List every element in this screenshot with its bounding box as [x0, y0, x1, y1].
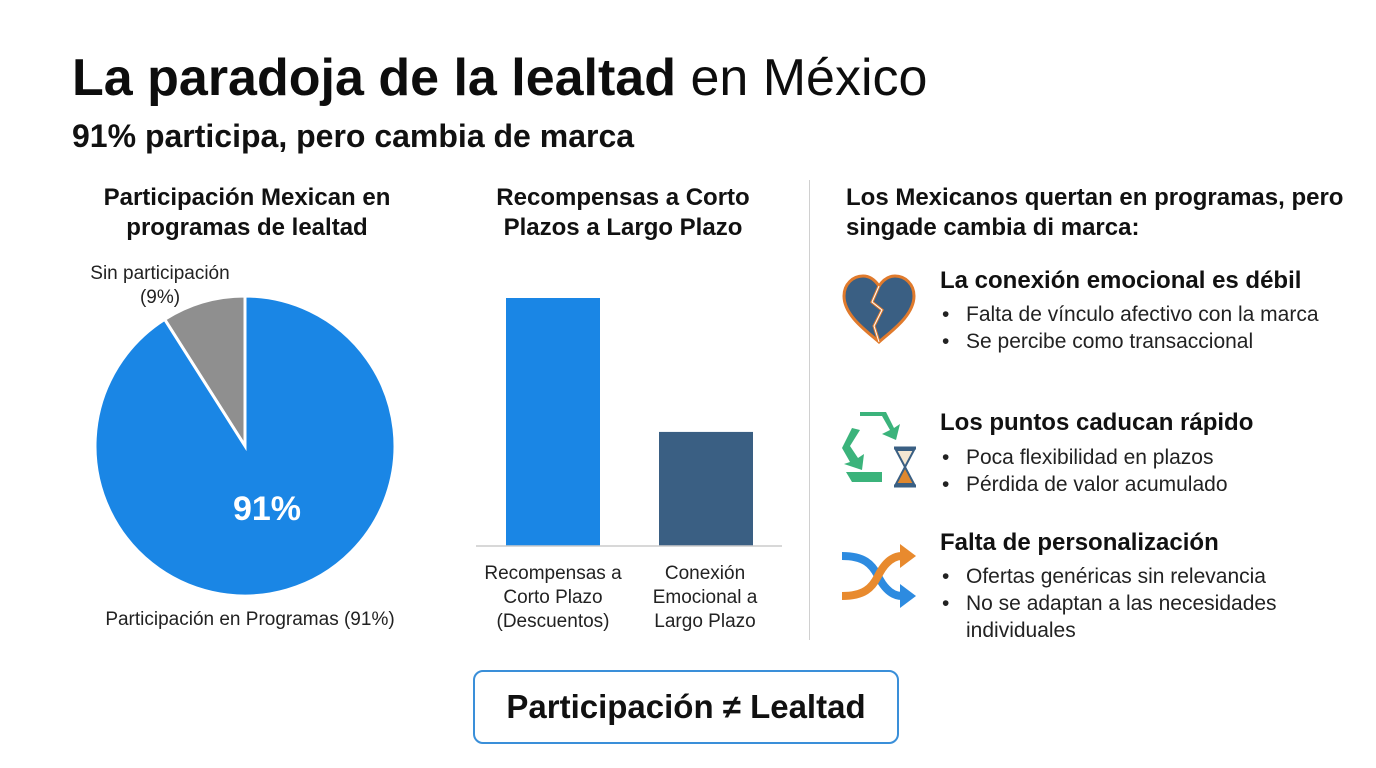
item-2-title: Los puntos caducan rápido [940, 409, 1254, 436]
broken-heart-icon [842, 274, 916, 345]
footer-callout: Participación ≠ Lealtad [473, 670, 899, 744]
pie-heading: Participación Mexican en programas de le… [103, 184, 391, 241]
page-title: La paradoja de la lealtad en México [72, 48, 927, 108]
bar-category-2-line1: Conexión [664, 563, 746, 584]
item-1-bullets: Falta de vínculo afectivo con la marca S… [940, 301, 1346, 355]
bar-category-2: Conexión Emocional a Largo Plazo [625, 562, 785, 634]
pie-big-label: Participación en Programas (91%) [105, 609, 395, 630]
right-heading: Los Mexicanos quertan en programas, pero… [846, 184, 1344, 241]
list-item: Falta de vínculo afectivo con la marca [940, 301, 1346, 328]
footer-label: Participación ≠ Lealtad [506, 688, 866, 725]
bar-heading: Recompensas a Corto Plazos a Largo Plazo [496, 184, 750, 241]
bar-category-1-line2: Corto Plazo [503, 587, 603, 608]
list-item: Poca flexibilidad en plazos [940, 444, 1346, 471]
list-item: No se adaptan a las necesidades individu… [940, 590, 1346, 644]
pie-slice-participacion [94, 295, 396, 597]
shuffle-arrows-icon [841, 544, 916, 608]
pie-small-label: Sin participación (9%) [70, 262, 250, 310]
bar-conexion [659, 431, 753, 546]
pie-slice-sin-participacion [162, 295, 247, 452]
bar-category-2-line2: Emocional a [652, 587, 758, 608]
page-title-bold: La paradoja de la lealtad [72, 49, 676, 107]
item-2-bullets: Poca flexibilidad en plazos Pérdida de v… [940, 444, 1346, 498]
page-title-rest: en México [690, 49, 928, 107]
item-3-bullets: Ofertas genéricas sin relevancia No se a… [940, 563, 1346, 644]
recycle-hourglass-icon [842, 412, 916, 488]
pie-small-label-line2: (9%) [139, 287, 181, 308]
bar-category-1-line3: (Descuentos) [496, 611, 610, 632]
bar-category-2-line3: Largo Plazo [654, 611, 756, 632]
pie-small-label-line1: Sin participación [90, 263, 230, 284]
page-subtitle: 91% participa, pero cambia de marca [72, 118, 635, 154]
pie-chart: 91% [94, 295, 396, 597]
item-1-title: La conexión emocional es débil [940, 267, 1302, 294]
bar-category-1: Recompensas a Corto Plazo (Descuentos) [470, 562, 636, 634]
list-item: Se percibe como transaccional [940, 328, 1346, 355]
pie-center-value: 91% [233, 490, 301, 528]
bar-category-1-line1: Recompensas a [484, 563, 622, 584]
panel-divider [809, 180, 810, 640]
list-item: Pérdida de valor acumulado [940, 471, 1346, 498]
item-3-title: Falta de personalización [940, 529, 1219, 556]
list-item: Ofertas genéricas sin relevancia [940, 563, 1346, 590]
bar-chart [476, 298, 782, 547]
bar-recompensas [506, 298, 600, 546]
